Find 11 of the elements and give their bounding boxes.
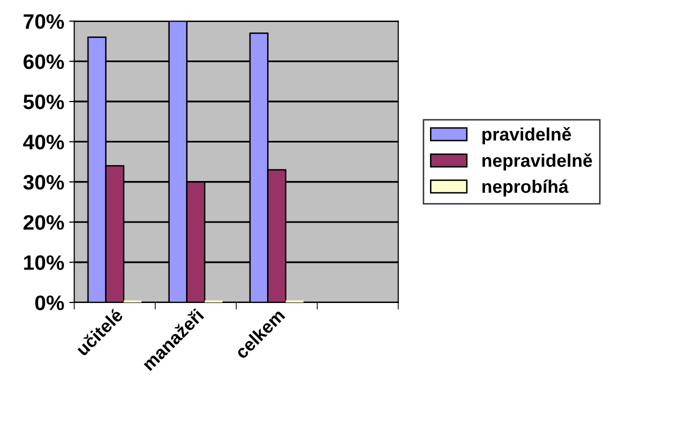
y-tick-label: 60% [24, 54, 64, 70]
legend-label: pravidelně [482, 127, 571, 144]
legend-label: nepravidelně [482, 153, 592, 171]
y-tick-label: 0% [35, 295, 64, 310]
y-tick-label: 20% [24, 215, 64, 230]
y-tick-label: 30% [23, 174, 64, 190]
y-tick-label: 50% [23, 94, 64, 110]
y-tick-label: 40% [23, 134, 64, 150]
y-tick-label: 10% [24, 255, 64, 270]
legend-label: neprobíhá [482, 180, 569, 197]
y-tick-label: 70% [24, 14, 64, 29]
